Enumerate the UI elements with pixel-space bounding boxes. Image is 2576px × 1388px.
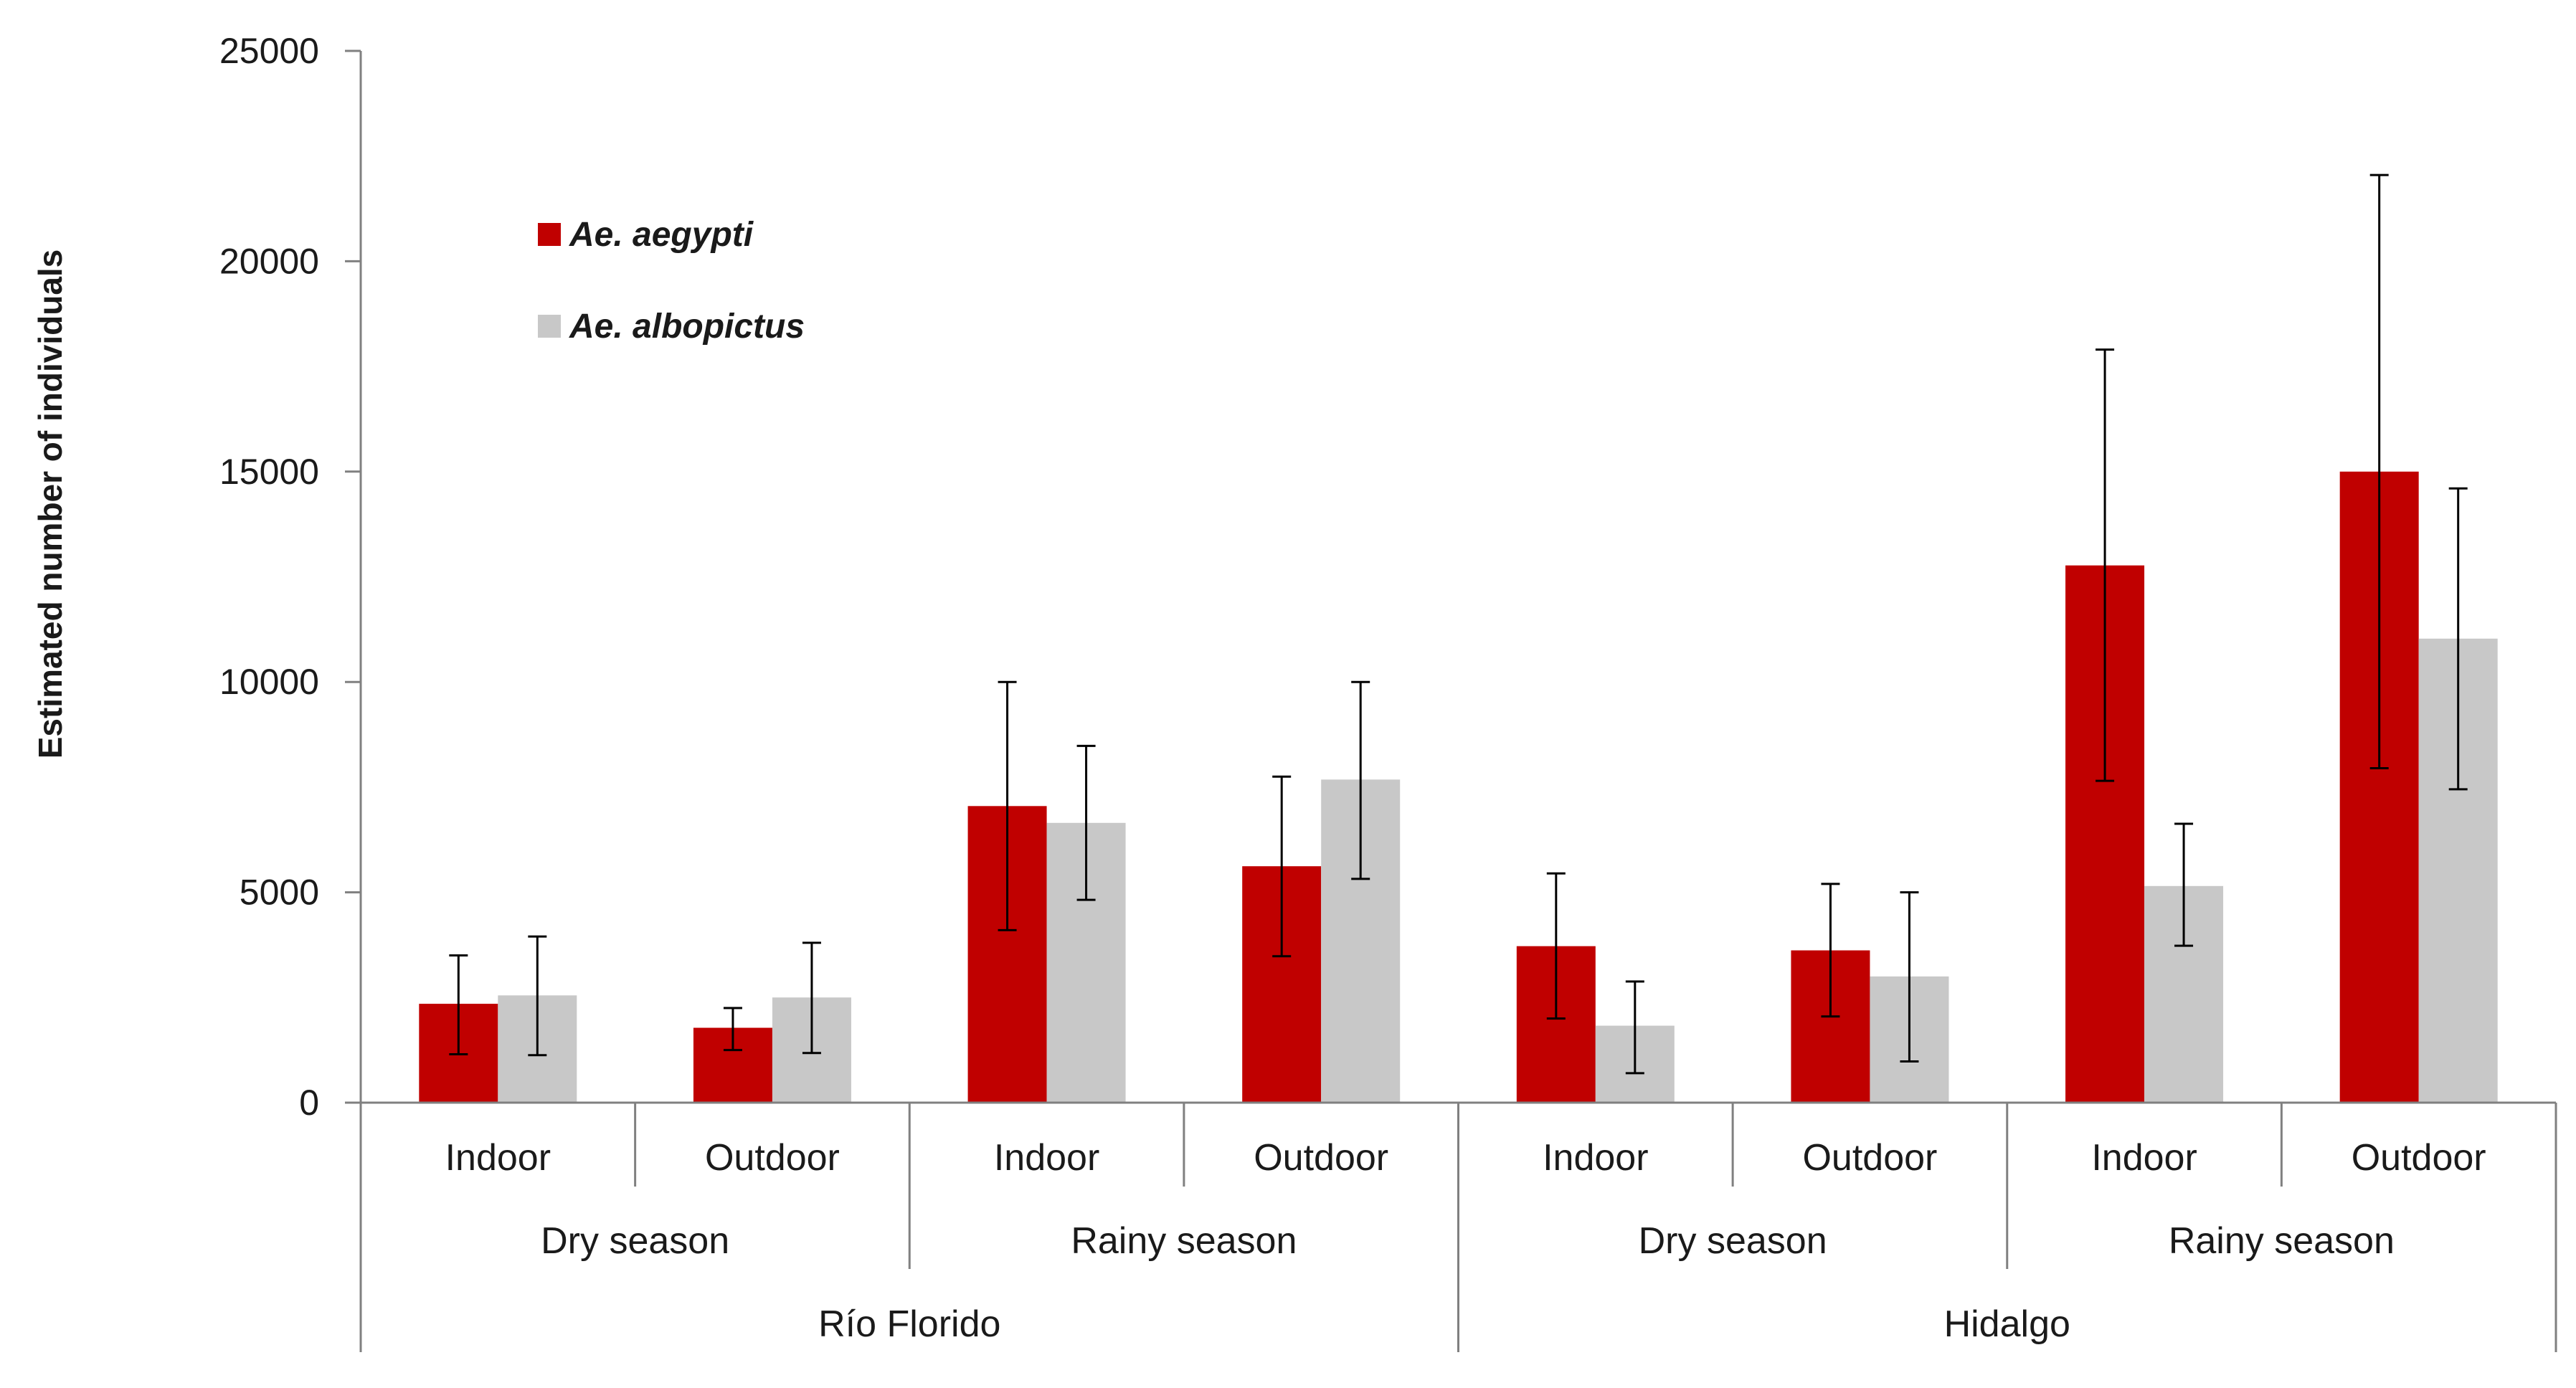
legend-label: Ae. albopictus (569, 308, 805, 346)
season-label: Rainy season (1071, 1220, 1297, 1262)
category-label: Outdoor (1802, 1137, 1937, 1179)
y-tick-label: 0 (299, 1083, 319, 1123)
season-label: Rainy season (2169, 1220, 2395, 1262)
y-tick-label: 20000 (219, 241, 319, 281)
season-label: Dry season (1639, 1220, 1827, 1262)
legend: Ae. aegypti Ae. albopictus (538, 216, 805, 346)
y-axis: 0 5000 10000 15000 20000 25000 (219, 31, 362, 1123)
y-tick-label: 25000 (219, 31, 319, 71)
bars (419, 471, 2498, 1103)
y-tick-label: 5000 (240, 873, 319, 913)
legend-label: Ae. aegypti (569, 216, 754, 254)
legend-swatch (538, 223, 561, 246)
y-tick-label: 10000 (219, 662, 319, 702)
category-label: Indoor (445, 1137, 551, 1179)
x-axis: Indoor Outdoor Indoor Outdoor Indoor Outdoor I… (359, 1101, 2557, 1352)
category-label: Outdoor (1254, 1137, 1388, 1179)
error-bars (449, 174, 2468, 1075)
site-label: Río Florido (818, 1303, 1000, 1345)
category-label: Outdoor (2352, 1137, 2486, 1179)
y-axis-label: Estimated number of individuals (32, 249, 69, 759)
legend-swatch (538, 315, 561, 338)
season-label: Dry season (541, 1220, 729, 1262)
site-label: Hidalgo (1944, 1303, 2070, 1345)
category-label: Indoor (994, 1137, 1099, 1179)
category-label: Indoor (2091, 1137, 2197, 1179)
y-tick-label: 15000 (219, 452, 319, 492)
category-label: Outdoor (705, 1137, 840, 1179)
category-label: Indoor (1543, 1137, 1648, 1179)
